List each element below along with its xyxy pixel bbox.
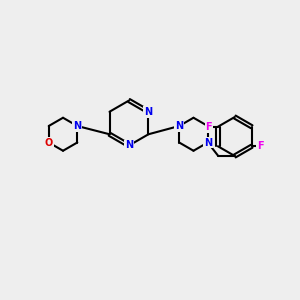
Text: O: O bbox=[45, 137, 53, 148]
Text: N: N bbox=[204, 137, 212, 148]
Text: N: N bbox=[144, 107, 152, 117]
Text: N: N bbox=[125, 140, 133, 151]
Text: N: N bbox=[73, 121, 81, 131]
Text: F: F bbox=[206, 122, 212, 132]
Text: N: N bbox=[175, 121, 183, 131]
Text: F: F bbox=[257, 141, 264, 151]
